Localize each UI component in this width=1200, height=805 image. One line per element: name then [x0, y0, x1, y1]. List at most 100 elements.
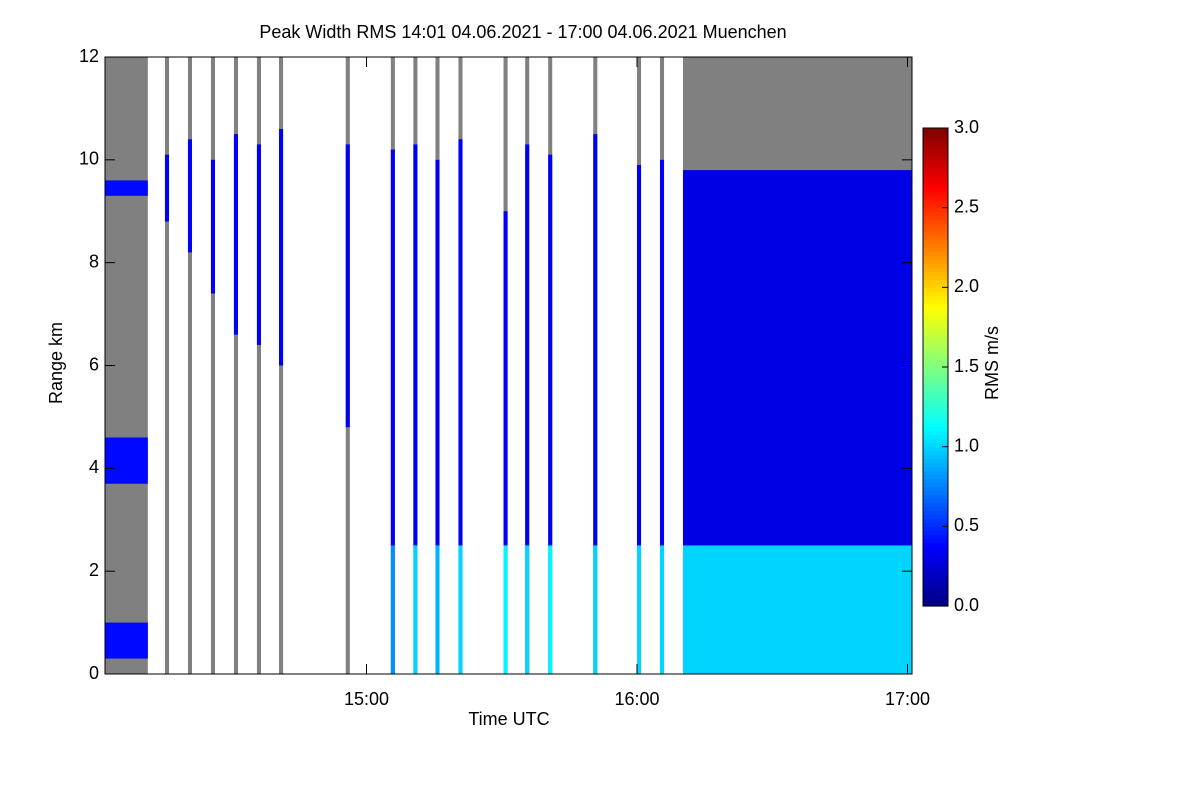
colorbar-cell [923, 307, 948, 312]
data-layer [458, 139, 463, 546]
data-layer [682, 170, 912, 546]
colorbar-cell [923, 454, 948, 460]
colorbar-tick-label: 1.5 [954, 356, 979, 376]
colorbar-cell [923, 426, 948, 432]
colorbar-tick-label: 0.5 [954, 515, 979, 535]
colorbar-cell [923, 263, 948, 269]
colorbar-cell [923, 251, 948, 257]
data-layer [390, 149, 395, 546]
colorbar-cell [923, 215, 948, 221]
no-data-column [233, 57, 238, 674]
colorbar-cell [923, 363, 948, 368]
colorbar-cell [923, 394, 948, 400]
colorbar-cell [923, 490, 948, 496]
colorbar-cell [923, 374, 948, 380]
no-data-column [210, 57, 216, 674]
colorbar-cell [923, 139, 948, 145]
colorbar-cell [923, 554, 948, 559]
colorbar-cell [923, 351, 948, 356]
colorbar-tick-label: 2.0 [954, 276, 979, 296]
data-layer [279, 128, 284, 366]
data-layer [636, 164, 642, 546]
colorbar-cell [923, 586, 948, 591]
data-layer [593, 545, 598, 674]
colorbar-cell [923, 526, 948, 531]
data-layer [525, 545, 530, 674]
colorbar-cell [923, 191, 948, 197]
colorbar-cell [923, 303, 948, 308]
colorbar-cell [923, 502, 948, 508]
colorbar-cell [923, 355, 948, 360]
colorbar-cell [923, 594, 948, 599]
colorbar-cell [923, 283, 948, 288]
colorbar-cell [923, 223, 948, 229]
colorbar-cell [923, 135, 948, 141]
colorbar-cell [923, 167, 948, 173]
data-layer [636, 545, 642, 674]
x-tick-label: 15:00 [344, 689, 389, 709]
colorbar-cell [923, 255, 948, 261]
colorbar-tick-label: 1.0 [954, 435, 979, 455]
colorbar-cell [923, 558, 948, 563]
colorbar-cell [923, 183, 948, 189]
colorbar-cell [923, 279, 948, 284]
data-layer [503, 211, 508, 546]
colorbar-cell [923, 155, 948, 161]
colorbar-cell [923, 243, 948, 249]
data-layer [593, 134, 598, 546]
colorbar-cell [923, 239, 948, 245]
colorbar-cell [923, 331, 948, 336]
colorbar-cell [923, 327, 948, 332]
y-tick-label: 0 [89, 663, 99, 683]
colorbar-cell [923, 211, 948, 217]
colorbar-cell [923, 414, 948, 420]
colorbar-cell [923, 207, 948, 213]
colorbar-cell [923, 430, 948, 436]
data-layer [233, 134, 238, 335]
x-tick-label: 16:00 [614, 689, 659, 709]
colorbar-label: RMS m/s [982, 326, 1002, 400]
data-layer [682, 545, 912, 674]
data-layer [413, 545, 418, 674]
y-tick-label: 4 [89, 457, 99, 477]
y-tick-label: 10 [79, 149, 99, 169]
colorbar-cell [923, 367, 948, 372]
colorbar-cell [923, 402, 948, 408]
colorbar-cell [923, 299, 948, 304]
colorbar-cell [923, 522, 948, 527]
colorbar-cell [923, 494, 948, 500]
colorbar-cell [923, 311, 948, 316]
colorbar-cell [923, 598, 948, 603]
data-layer [187, 139, 193, 253]
colorbar-cell [923, 474, 948, 480]
colorbar-cell [923, 128, 948, 133]
colorbar-cell [923, 466, 948, 472]
colorbar-cell [923, 370, 948, 376]
colorbar-cell [923, 562, 948, 567]
colorbar-cell [923, 498, 948, 504]
x-tick-label: 17:00 [885, 689, 930, 709]
colorbar-cell [923, 470, 948, 476]
data-layer [548, 545, 553, 674]
colorbar-cell [923, 406, 948, 412]
colorbar-cell [923, 227, 948, 233]
data-layer [105, 437, 148, 484]
colorbar-cell [923, 506, 948, 511]
colorbar-cell [923, 398, 948, 404]
colorbar-cell [923, 275, 948, 280]
data-layer [256, 144, 261, 345]
no-data-column [256, 57, 261, 674]
colorbar-cell [923, 582, 948, 587]
colorbar-cell [923, 450, 948, 456]
colorbar-cell [923, 175, 948, 181]
colorbar-tick-label: 0.0 [954, 595, 979, 615]
colorbar-cell [923, 219, 948, 225]
colorbar-cell [923, 163, 948, 169]
data-layer [458, 545, 463, 674]
colorbar-cell [923, 486, 948, 492]
data-layer [525, 144, 530, 546]
data-layer [659, 159, 665, 546]
y-tick-label: 2 [89, 560, 99, 580]
colorbar-cell [923, 510, 948, 515]
